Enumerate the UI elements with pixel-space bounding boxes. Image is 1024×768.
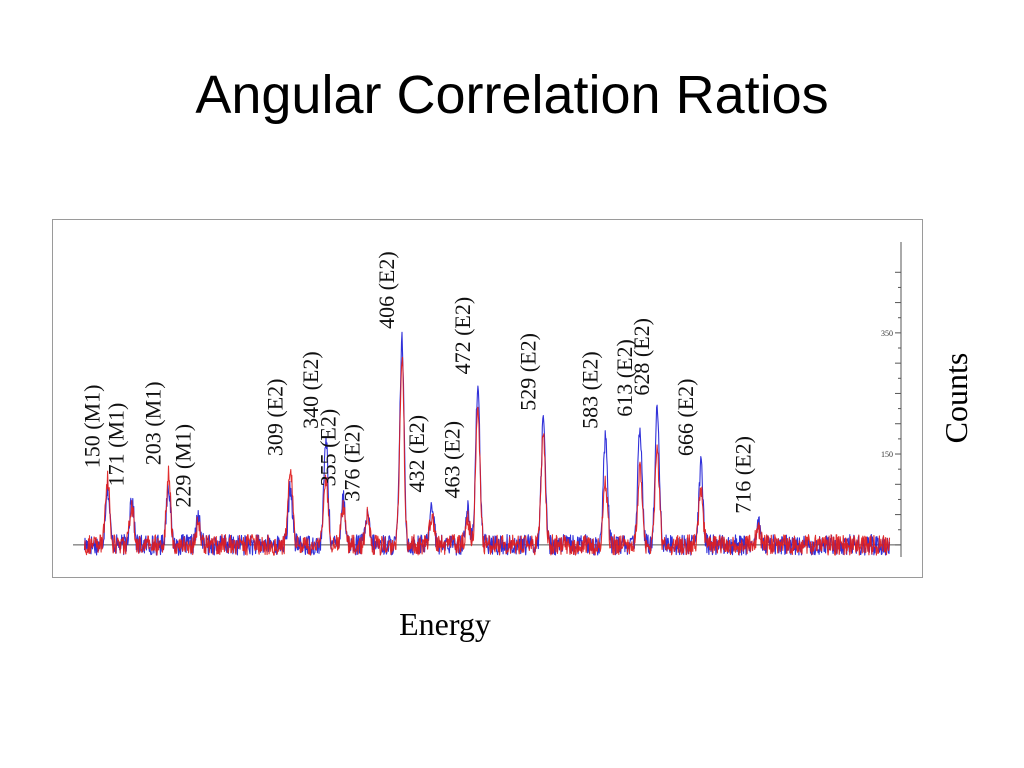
y-tick-label: 150	[881, 450, 893, 459]
y-tick-label: 350	[881, 329, 893, 338]
peak-label: 340 (E2)	[298, 351, 323, 429]
peak-label: 472 (E2)	[450, 297, 475, 375]
peak-label: 628 (E2)	[629, 318, 654, 396]
series-line-red	[83, 356, 891, 556]
chart-frame: 150 350 150 (M1) 171 (M1) 203 (M1) 229 (M1) 3…	[52, 219, 923, 578]
peak-label: 150 (M1)	[80, 385, 105, 469]
peak-label: 406 (E2)	[374, 251, 399, 329]
series-line-blue	[83, 331, 891, 556]
peak-label: 203 (M1)	[141, 381, 166, 465]
peak-label: 613 (E2)	[612, 339, 637, 417]
peak-label: 309 (E2)	[262, 379, 287, 457]
x-axis-label: Energy	[399, 606, 491, 642]
peak-label: 529 (E2)	[515, 333, 540, 411]
peak-label: 229 (M1)	[170, 424, 195, 508]
axis-layer: 150 350	[73, 242, 902, 557]
peak-label: 463 (E2)	[439, 421, 464, 499]
slide-title: Angular Correlation Ratios	[195, 65, 829, 125]
peak-label: 376 (E2)	[339, 424, 364, 502]
peak-label-layer: 150 (M1) 171 (M1) 203 (M1)229 (M1) 309 (E2)…	[80, 251, 756, 513]
spectrum-chart: 150 350 150 (M1) 171 (M1) 203 (M1)229 (M1) 3…	[73, 242, 902, 557]
peak-label: 716 (E2)	[730, 436, 755, 514]
y-axis-label: Counts	[938, 352, 974, 444]
series-layer	[83, 331, 891, 556]
peak-label: 171 (M1)	[104, 403, 129, 487]
peak-label: 583 (E2)	[578, 351, 603, 429]
peak-label: 432 (E2)	[404, 415, 429, 493]
peak-label: 355 (E2)	[315, 409, 340, 487]
peak-label: 666 (E2)	[673, 379, 698, 457]
